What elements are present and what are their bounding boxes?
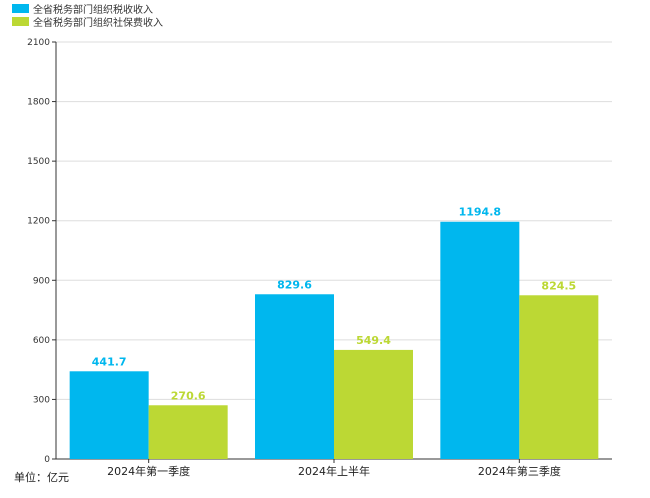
y-tick-label: 1200 xyxy=(27,217,50,227)
bar-tax xyxy=(440,221,520,459)
legend-label-social: 全省税务部门组织社保费收入 xyxy=(33,18,163,29)
x-tick-label: 2024年上半年 xyxy=(298,464,370,478)
y-tick-label: 1500 xyxy=(27,157,50,167)
y-tick-label: 0 xyxy=(44,455,50,465)
y-tick-label: 1800 xyxy=(27,98,50,108)
unit-label: 单位：亿元 xyxy=(14,471,69,484)
legend-item-social[interactable]: 全省税务部门组织社保费收入 xyxy=(12,15,163,29)
data-label: 549.4 xyxy=(356,334,391,347)
data-label: 829.6 xyxy=(277,278,312,291)
bar-tax xyxy=(69,371,149,459)
bar-social xyxy=(519,295,599,459)
data-label: 441.7 xyxy=(92,355,127,368)
data-label: 270.6 xyxy=(171,389,206,402)
x-tick-label: 2024年第三季度 xyxy=(478,464,561,478)
data-label: 824.5 xyxy=(541,279,576,292)
bar-tax xyxy=(255,294,334,459)
y-tick-label: 900 xyxy=(33,276,50,286)
y-tick-label: 600 xyxy=(33,336,50,346)
bar-social xyxy=(148,405,228,459)
legend-swatch-tax xyxy=(12,4,29,13)
legend-label-tax: 全省税务部门组织税收收入 xyxy=(33,5,153,16)
data-label: 1194.8 xyxy=(459,206,501,219)
y-tick-label: 300 xyxy=(33,395,50,405)
legend-item-tax[interactable]: 全省税务部门组织税收收入 xyxy=(12,2,163,16)
legend: 全省税务部门组织税收收入 全省税务部门组织社保费收入 xyxy=(12,2,163,29)
y-tick-label: 2100 xyxy=(27,38,50,48)
bar-social xyxy=(334,349,413,459)
x-tick-label: 2024年第一季度 xyxy=(107,464,190,478)
legend-swatch-social xyxy=(12,17,29,26)
